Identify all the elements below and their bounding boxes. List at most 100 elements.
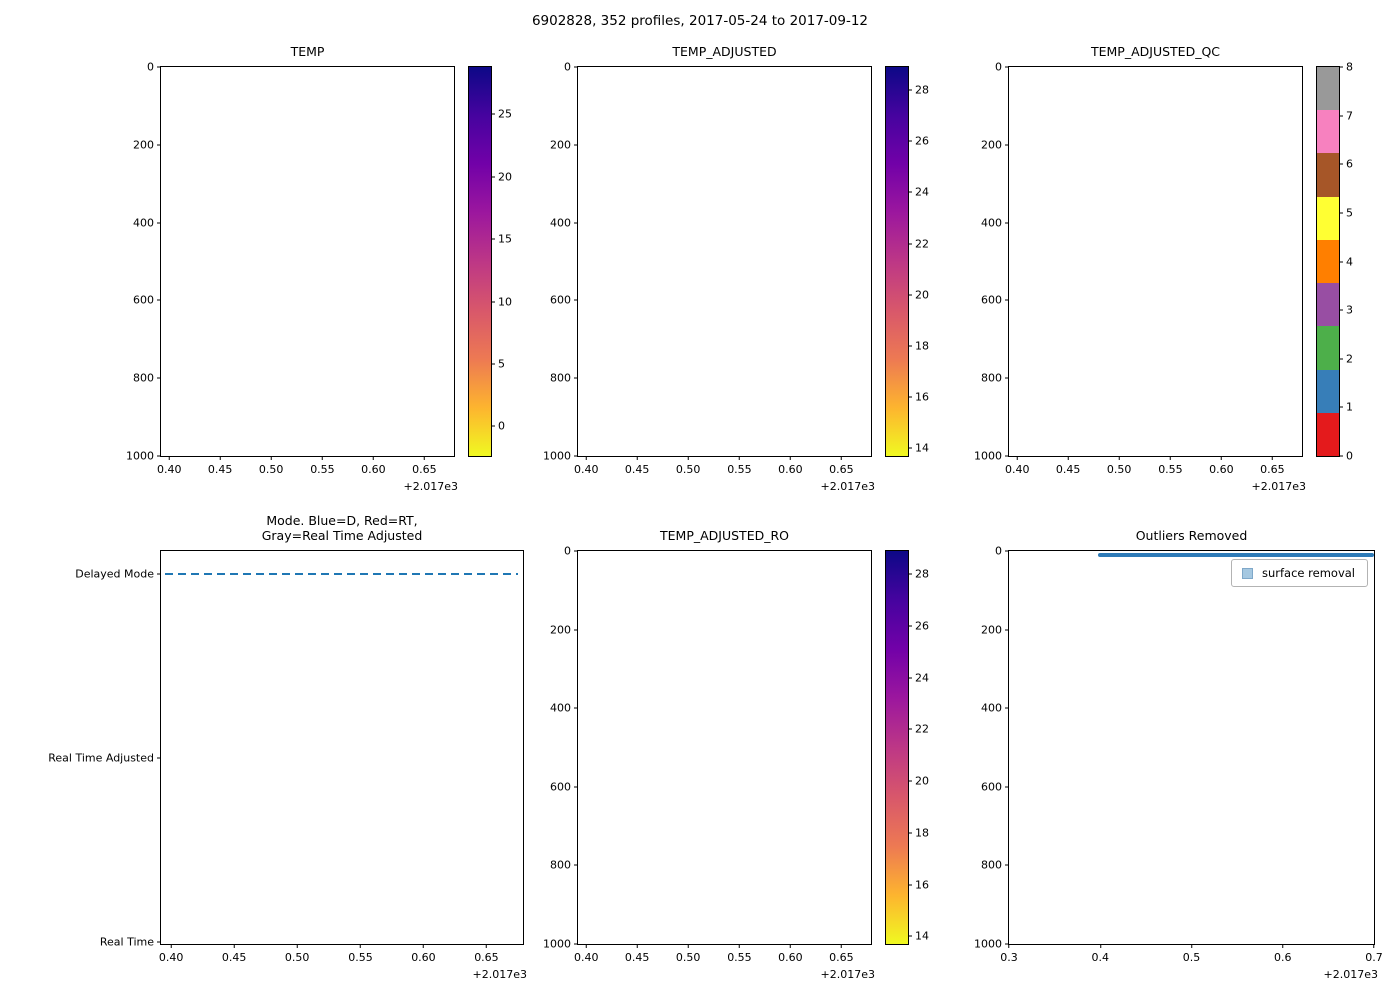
- tick-label: 26: [915, 134, 929, 148]
- tick-mark: [1339, 66, 1343, 68]
- tick: 400: [550, 217, 578, 228]
- tick-mark: [157, 757, 161, 759]
- tick: 0.3: [1000, 944, 1018, 963]
- tick-label: 0: [995, 544, 1002, 558]
- colorbar-segment: [1317, 412, 1339, 456]
- tick-mark: [908, 625, 912, 627]
- tick-mark: [168, 456, 170, 460]
- tick-label: 1000: [543, 937, 571, 951]
- tick-label: 5: [1346, 206, 1353, 220]
- tick: 200: [133, 139, 161, 150]
- tick-label: 0.65: [829, 463, 854, 476]
- tick-label: 0.40: [573, 951, 599, 964]
- tick-label: 0.4: [1091, 951, 1110, 964]
- tick-label: 0.60: [1209, 463, 1234, 476]
- tick-mark: [485, 944, 487, 948]
- tick-label: 10: [498, 295, 512, 309]
- tick-mark: [491, 113, 495, 115]
- tick-mark: [1005, 66, 1009, 68]
- colorbar-ticks-temp-adjusted-ro: 28 26 24 22 20 18 16 14: [908, 551, 952, 944]
- axes-temp: TEMP 0 200 400 600 800 1000 0.40 0.45 0.50 0.55 0…: [126, 44, 458, 493]
- tick-mark: [574, 377, 578, 379]
- tick-label: 0: [995, 60, 1002, 74]
- tick-label: 200: [550, 623, 571, 637]
- colorbar-temp-adjusted-ro: 28 26 24 22 20 18 16 14: [885, 550, 929, 945]
- tick-label: 4: [1346, 255, 1353, 268]
- tick-mark: [687, 456, 689, 460]
- tick: 5: [491, 358, 505, 369]
- tick-label: Delayed Mode: [75, 567, 154, 581]
- tick-mark: [491, 301, 495, 303]
- tick-label: 0.55: [348, 951, 373, 964]
- tick: 800: [981, 373, 1009, 384]
- tick-mark: [908, 294, 912, 296]
- tick-mark: [233, 944, 235, 948]
- tick-label: 14: [915, 441, 929, 455]
- tick-mark: [908, 191, 912, 193]
- tick-label: 0: [498, 419, 505, 433]
- tick-mark: [574, 144, 578, 146]
- colorbar-segment: [1317, 283, 1339, 327]
- tick-label: 400: [981, 216, 1002, 230]
- tick-mark: [1099, 944, 1101, 948]
- colorbar-segment: [1317, 239, 1339, 284]
- legend-marker-square: [1242, 567, 1253, 579]
- tick-mark: [359, 944, 361, 948]
- tick-mark: [908, 573, 912, 575]
- tick: 400: [550, 703, 578, 714]
- tick: 0: [995, 62, 1009, 73]
- tick-label: 0.55: [1158, 463, 1183, 476]
- colorbar-temp: 25 20 15 10 5 0: [468, 66, 512, 457]
- tick-mark: [908, 677, 912, 679]
- tick-label: 0.6: [1274, 951, 1292, 964]
- tick-label: 1000: [543, 449, 571, 463]
- tick-label: 16: [915, 390, 929, 404]
- tick-label: 0.60: [411, 951, 436, 964]
- tick-label: 22: [915, 237, 929, 251]
- tick-label: 0.55: [727, 463, 752, 476]
- tick-mark: [908, 447, 912, 449]
- tick-mark: [491, 238, 495, 240]
- tick-mark: [908, 935, 912, 937]
- tick-mark: [157, 455, 161, 457]
- axes-temp-adjusted-ro: TEMP_ADJUSTED_RO 0 200 400 600 800 1000 0.40 0…: [543, 528, 875, 981]
- panel-title-temp: TEMP: [290, 44, 325, 60]
- tick-mark: [1005, 943, 1009, 945]
- tick-label: 0.45: [624, 463, 650, 476]
- tick-mark: [908, 884, 912, 886]
- colorbar-segment: [1317, 369, 1339, 413]
- tick-mark: [1339, 261, 1343, 262]
- tick: 0.50: [676, 944, 700, 963]
- tick-label: 26: [915, 619, 929, 633]
- tick-mark: [1373, 944, 1375, 948]
- tick-label: 25: [498, 107, 512, 121]
- tick: 0: [1339, 451, 1353, 462]
- tick-label: 800: [981, 858, 1002, 872]
- tick-label: 200: [550, 138, 571, 152]
- figure-title: 6902828, 352 profiles, 2017-05-24 to 201…: [531, 13, 869, 29]
- colorbar-segment: [1317, 110, 1339, 154]
- tick-mark: [574, 864, 578, 866]
- tick-label: 8: [1346, 60, 1353, 74]
- colorbar-ticks-temp-adjusted-qc: 8 7 6 5 4 3 2 1 0: [1339, 62, 1361, 462]
- tick-label: 0: [564, 544, 571, 558]
- tick-mark: [157, 144, 161, 146]
- tick-mark: [585, 944, 587, 948]
- tick-mark: [372, 456, 374, 460]
- surface-removal-line: [1098, 553, 1374, 557]
- tick-label: 24: [915, 671, 929, 685]
- panel-title-mode: Mode. Blue=D, Red=RT, Gray=Real Time Adj…: [261, 512, 423, 544]
- tick-label: 0.65: [474, 951, 499, 964]
- x-axis-mode: 0.40 0.45 0.50 0.55 0.60 0.65: [159, 944, 523, 970]
- tick-label: 0.60: [361, 463, 386, 476]
- tick-label: 800: [550, 858, 571, 872]
- tick: 26: [908, 621, 929, 632]
- tick-label: 200: [981, 623, 1002, 637]
- tick-label: 200: [981, 138, 1002, 152]
- tick-mark: [908, 243, 912, 245]
- tick-label: 0.60: [778, 463, 803, 476]
- tick: 0.55: [727, 944, 752, 963]
- colorbar-ticks-temp-adjusted: 28 26 24 22 20 18 16 14: [908, 67, 952, 456]
- delayed-mode-line: [165, 573, 518, 575]
- y-axis-temp-adjusted: 0 200 400 600 800 1000: [438, 62, 578, 462]
